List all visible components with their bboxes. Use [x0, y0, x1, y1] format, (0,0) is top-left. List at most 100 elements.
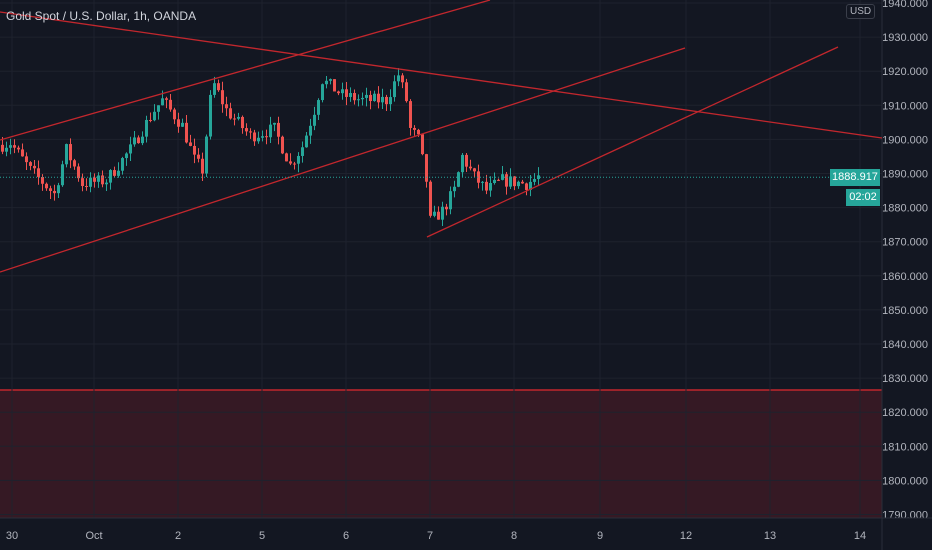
candle-body: [385, 96, 388, 105]
candle-body: [269, 124, 272, 138]
candle-body: [341, 89, 344, 94]
candle: [289, 153, 292, 166]
candle-body: [489, 182, 492, 191]
candle: [357, 94, 360, 107]
y-tick-label: 1840.000: [882, 339, 928, 351]
candle-body: [381, 96, 384, 103]
symbol-title: Gold Spot / U.S. Dollar, 1h, OANDA: [6, 9, 197, 23]
candle-body: [345, 89, 348, 97]
candle: [45, 182, 48, 191]
candle: [281, 135, 284, 155]
candle: [353, 89, 356, 105]
candle: [213, 76, 216, 98]
candle: [401, 73, 404, 89]
candle: [277, 116, 280, 145]
candle-body: [445, 206, 448, 210]
candle-body: [13, 145, 16, 148]
trend-line: [0, 47, 686, 273]
candle-body: [421, 134, 424, 155]
x-tick-label: 14: [854, 530, 866, 542]
candle-body: [169, 99, 172, 110]
candle-body: [401, 75, 404, 83]
trend-line: [0, 11, 883, 139]
candle: [237, 112, 240, 121]
candle-body: [533, 179, 536, 182]
candle: [225, 96, 228, 117]
candle: [385, 94, 388, 111]
candle-body: [73, 160, 76, 167]
candle-body: [33, 165, 36, 169]
candle: [369, 90, 372, 110]
candle-body: [413, 127, 416, 130]
candle-body: [241, 116, 244, 129]
candle: [41, 174, 44, 191]
y-tick-label: 1790.000: [882, 510, 928, 522]
trend-line: [426, 46, 839, 238]
candle-body: [165, 98, 168, 100]
candle: [473, 167, 476, 178]
candle: [337, 90, 340, 96]
candle-body: [97, 175, 100, 182]
candle-body: [249, 131, 252, 133]
candle-body: [1, 144, 4, 152]
candle-body: [229, 108, 232, 119]
candle-body: [221, 90, 224, 105]
candle: [537, 167, 540, 186]
candle: [81, 173, 84, 192]
candle: [113, 166, 116, 178]
y-tick-label: 1820.000: [882, 407, 928, 419]
candle-body: [213, 83, 216, 95]
candle-body: [333, 79, 336, 92]
candle-body: [37, 168, 40, 177]
candle-body: [501, 174, 504, 180]
candle-body: [509, 176, 512, 187]
candle: [229, 102, 232, 120]
candle: [533, 173, 536, 186]
candle: [105, 179, 108, 192]
candle: [349, 87, 352, 102]
candle-body: [225, 104, 228, 109]
candle-body: [193, 145, 196, 155]
candle: [365, 87, 368, 107]
candle-body: [349, 93, 352, 97]
currency-button[interactable]: USD: [846, 4, 876, 19]
candle-body: [45, 183, 48, 189]
candle: [253, 129, 256, 146]
candle-body: [457, 172, 460, 187]
candle-body: [253, 132, 256, 142]
candle-body: [461, 154, 464, 173]
candle-body: [9, 145, 12, 148]
candle-body: [405, 82, 408, 102]
y-tick-label: 1870.000: [882, 237, 928, 249]
candle-body: [369, 94, 372, 102]
candle: [89, 172, 92, 193]
candle-body: [197, 154, 200, 159]
candle-body: [453, 186, 456, 192]
candle-body: [101, 175, 104, 185]
candle-body: [449, 191, 452, 210]
candle-body: [409, 101, 412, 128]
trend-line: [0, 0, 491, 141]
candle-body: [61, 164, 64, 186]
candle: [145, 115, 148, 143]
candle: [265, 129, 268, 145]
candle-body: [281, 136, 284, 154]
candle-body: [365, 94, 368, 98]
candle-body: [161, 98, 164, 106]
candle: [141, 131, 144, 146]
candle: [257, 131, 260, 144]
candle: [341, 82, 344, 100]
last-price-label: 1888.917: [830, 169, 880, 186]
candle: [85, 178, 88, 191]
x-tick-label: 8: [511, 530, 517, 542]
candle: [169, 94, 172, 112]
candle: [209, 90, 212, 140]
candle: [189, 134, 192, 147]
candle-body: [85, 186, 88, 188]
candle-body: [329, 79, 332, 81]
candle: [177, 112, 180, 133]
candle: [321, 83, 324, 103]
candle-body: [149, 119, 152, 121]
candle: [197, 148, 200, 163]
